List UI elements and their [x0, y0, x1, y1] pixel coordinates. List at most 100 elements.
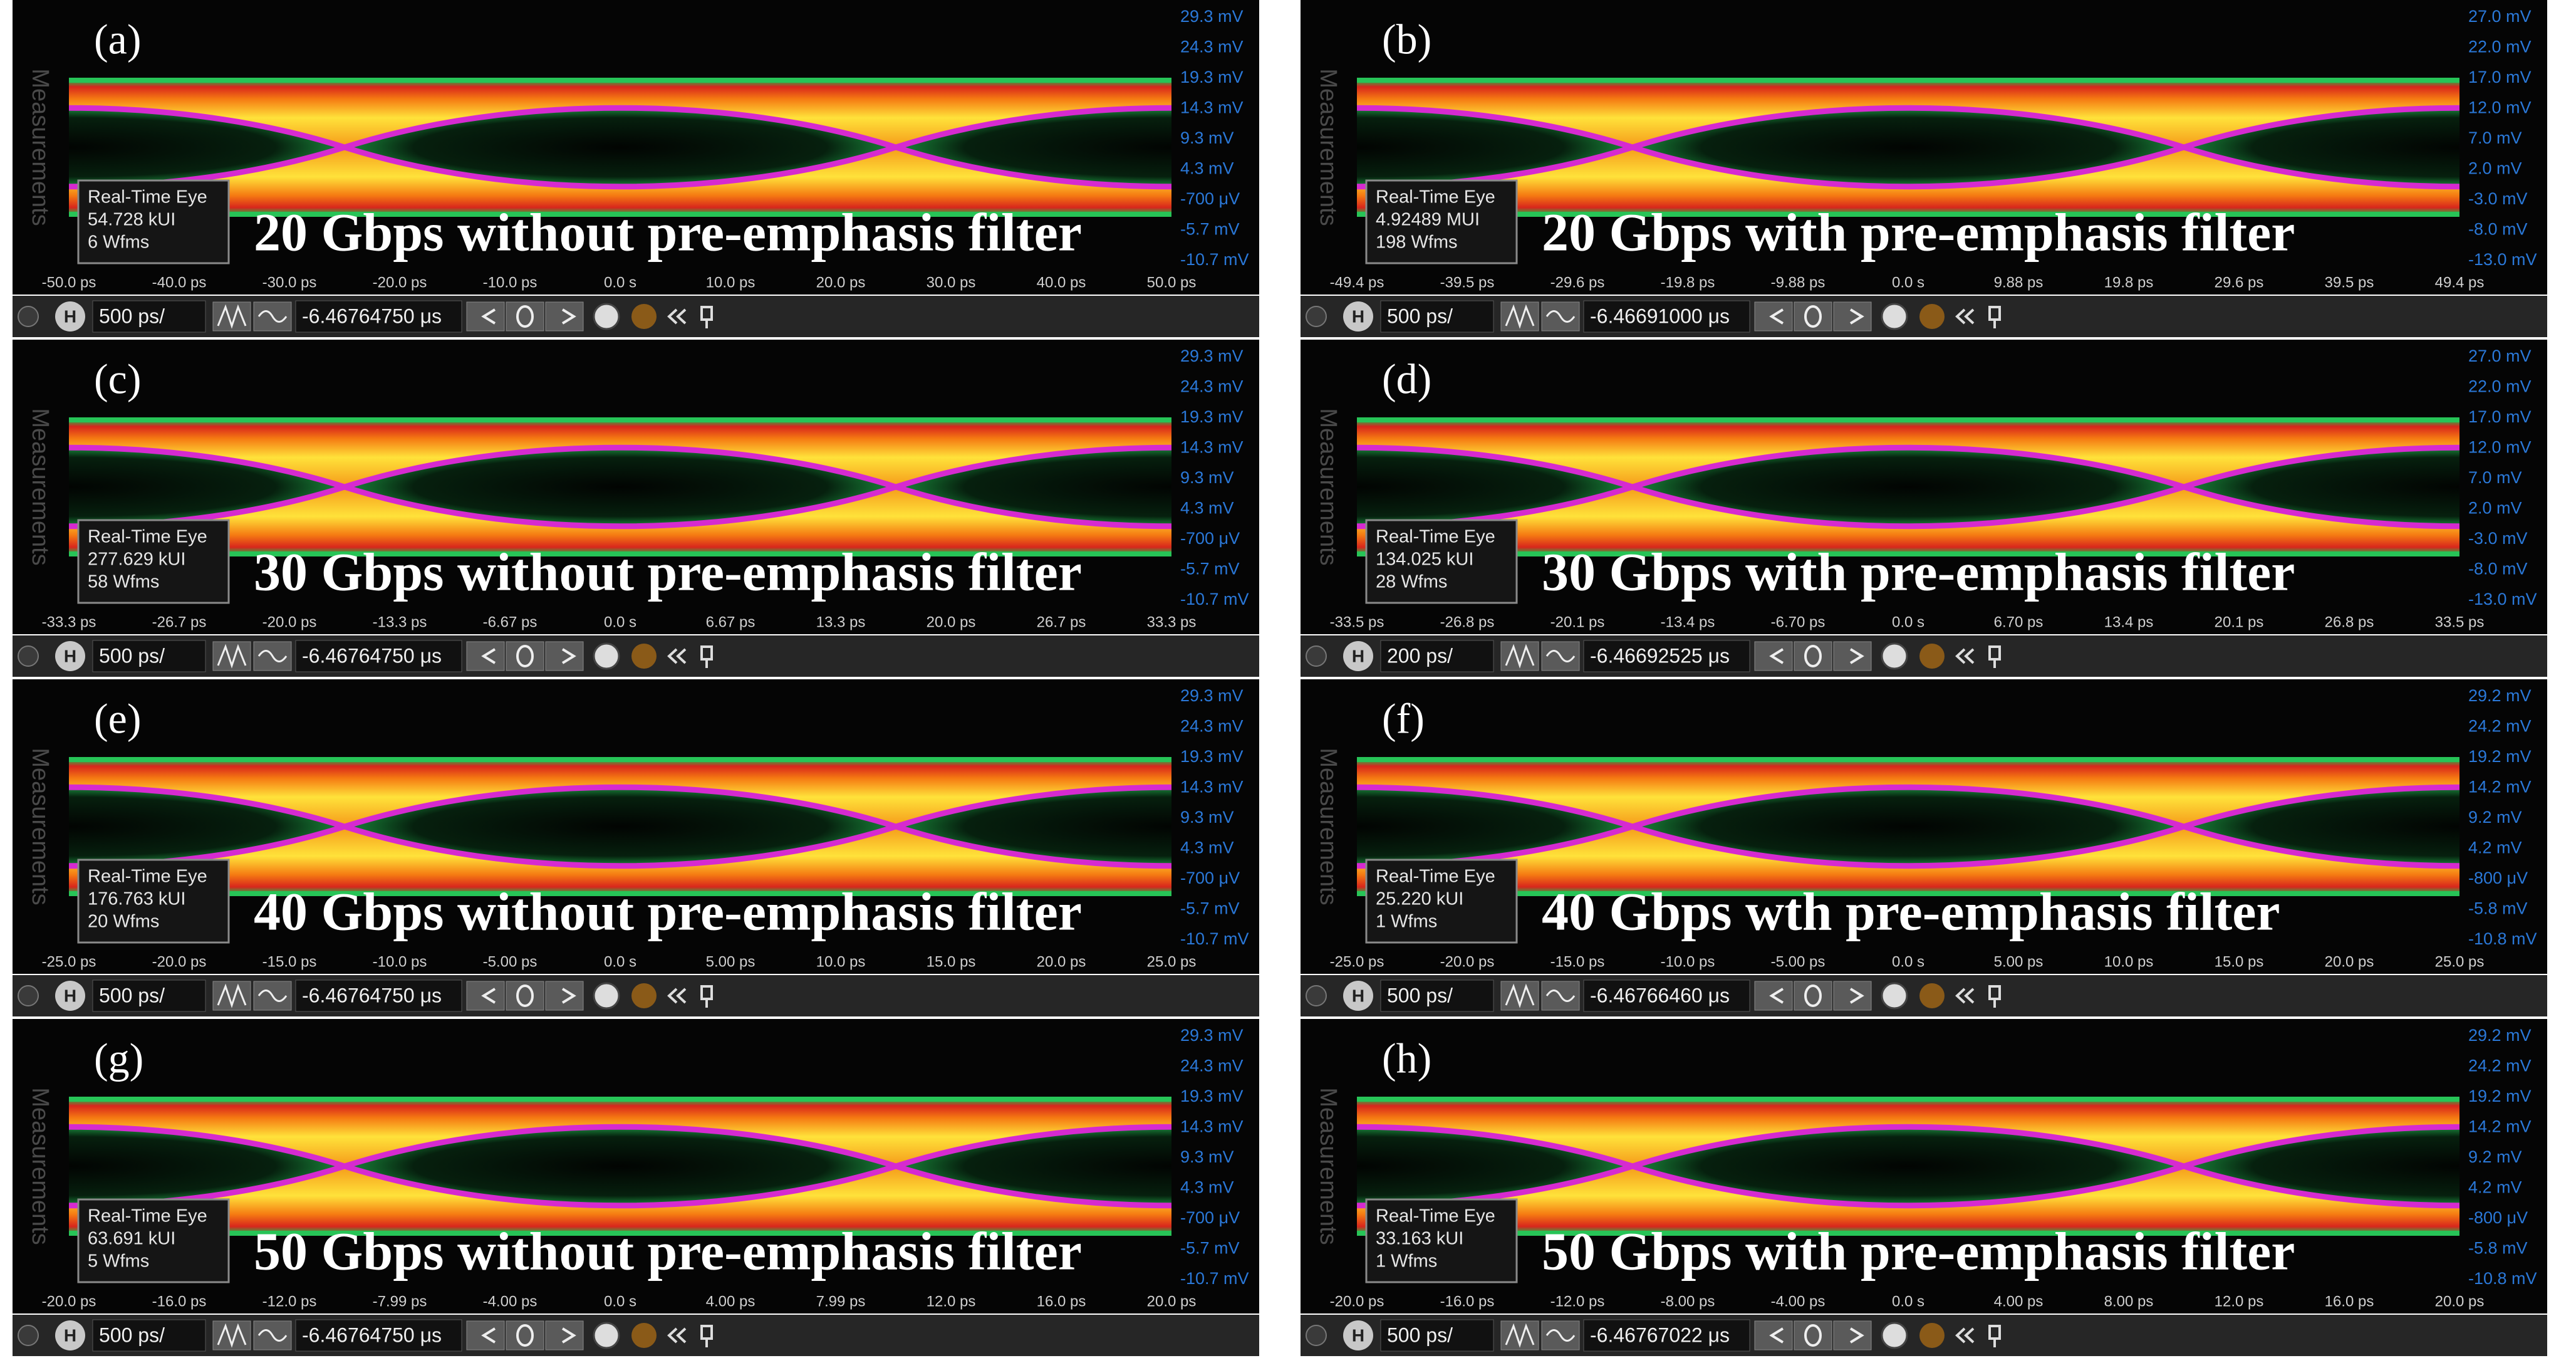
- collapse-icon[interactable]: [1955, 1327, 1975, 1344]
- nav-button[interactable]: [1833, 641, 1872, 671]
- position-field[interactable]: [295, 1319, 462, 1352]
- color-button[interactable]: [631, 983, 657, 1008]
- pin-icon[interactable]: [1988, 645, 2001, 668]
- color-button[interactable]: [631, 1323, 657, 1348]
- collapse-icon[interactable]: [1955, 648, 1975, 664]
- expand-button[interactable]: [1306, 306, 1327, 327]
- y-axis-label: 24.2 mV: [2468, 1057, 2532, 1075]
- nav-icon: [516, 1324, 534, 1347]
- mode-icon: [1545, 1329, 1576, 1342]
- zoom-button[interactable]: [593, 303, 620, 330]
- y-axis-label: 27.0 mV: [2468, 7, 2532, 26]
- pin-icon[interactable]: [700, 1325, 713, 1347]
- nav-button[interactable]: [545, 981, 584, 1011]
- position-field[interactable]: [295, 300, 462, 333]
- nav-button[interactable]: [1833, 301, 1872, 332]
- expand-button[interactable]: [18, 306, 39, 327]
- y-axis-label: -800 μV: [2468, 869, 2528, 887]
- nav-button[interactable]: [545, 641, 584, 671]
- x-axis-label: -5.00 ps: [1771, 953, 1826, 970]
- x-axis-label: 20.0 ps: [2435, 1293, 2485, 1310]
- color-button[interactable]: [1919, 644, 1945, 669]
- color-button[interactable]: [631, 304, 657, 329]
- x-axis-label: -25.0 ps: [42, 953, 96, 970]
- timebase-field[interactable]: [1380, 1319, 1494, 1352]
- position-field[interactable]: [295, 640, 462, 672]
- info-line: 1 Wfms: [1376, 1251, 1437, 1272]
- h-button-label: H: [64, 986, 76, 1005]
- expand-button[interactable]: [18, 1325, 39, 1346]
- eye-opening: [886, 784, 1171, 869]
- timebase-field[interactable]: [92, 979, 206, 1012]
- h-button[interactable]: [1343, 981, 1373, 1011]
- collapse-icon[interactable]: [667, 308, 687, 325]
- timebase-field[interactable]: [1380, 640, 1494, 672]
- collapse-icon[interactable]: [667, 988, 687, 1004]
- collapse-icon[interactable]: [1955, 988, 1975, 1004]
- position-field[interactable]: [1583, 300, 1750, 333]
- info-line: Real-Time Eye: [88, 867, 207, 887]
- color-button[interactable]: [1919, 304, 1945, 329]
- h-button[interactable]: [55, 1320, 85, 1350]
- collapse-icon[interactable]: [667, 1327, 687, 1344]
- color-button[interactable]: [1919, 1323, 1945, 1348]
- nav-button[interactable]: [545, 1320, 584, 1350]
- info-line: 28 Wfms: [1376, 572, 1447, 592]
- nav-icon: [516, 305, 534, 328]
- timebase-field[interactable]: [92, 1319, 206, 1352]
- x-axis-label: -15.0 ps: [262, 953, 317, 970]
- position-field[interactable]: [295, 979, 462, 1012]
- h-button[interactable]: [55, 301, 85, 332]
- h-button[interactable]: [55, 981, 85, 1011]
- zoom-button[interactable]: [593, 642, 620, 670]
- y-axis-label: 7.0 mV: [2468, 128, 2522, 147]
- zoom-button[interactable]: [1881, 1322, 1908, 1349]
- color-button[interactable]: [1919, 983, 1945, 1008]
- expand-button[interactable]: [1306, 985, 1327, 1006]
- nav-button[interactable]: [1833, 981, 1872, 1011]
- pin-icon[interactable]: [1988, 1325, 2001, 1347]
- y-axis-label: -3.0 mV: [2468, 529, 2528, 548]
- collapse-icon[interactable]: [667, 648, 687, 664]
- side-label: Measurements: [1315, 748, 1341, 905]
- x-axis-label: -49.4 ps: [1330, 274, 1384, 291]
- h-button[interactable]: [1343, 301, 1373, 332]
- x-axis-label: 20.1 ps: [2215, 614, 2264, 630]
- pin-icon[interactable]: [1988, 306, 2001, 328]
- mode-icon: [1505, 983, 1535, 1008]
- pin-icon[interactable]: [1988, 985, 2001, 1008]
- info-line: Real-Time Eye: [1376, 1206, 1495, 1226]
- pin-icon[interactable]: [700, 985, 713, 1008]
- x-axis-label: 40.0 ps: [1037, 274, 1086, 291]
- zoom-button[interactable]: [1881, 982, 1908, 1010]
- y-axis-label: -5.7 mV: [1180, 560, 1240, 578]
- nav-button[interactable]: [466, 981, 505, 1011]
- h-button[interactable]: [1343, 641, 1373, 671]
- nav-button[interactable]: [1833, 1320, 1872, 1350]
- zoom-button[interactable]: [593, 982, 620, 1010]
- zoom-button[interactable]: [593, 1322, 620, 1349]
- x-axis-label: 19.8 ps: [2104, 274, 2154, 291]
- collapse-icon[interactable]: [1955, 308, 1975, 325]
- expand-button[interactable]: [18, 985, 39, 1006]
- expand-button[interactable]: [18, 645, 39, 667]
- nav-icon: [561, 1327, 576, 1344]
- h-button[interactable]: [55, 641, 85, 671]
- expand-button[interactable]: [1306, 645, 1327, 667]
- position-field[interactable]: [1583, 640, 1750, 672]
- pin-icon[interactable]: [700, 306, 713, 328]
- pin-icon[interactable]: [700, 645, 713, 668]
- h-button[interactable]: [1343, 1320, 1373, 1350]
- timebase-field[interactable]: [92, 300, 206, 333]
- expand-button[interactable]: [1306, 1325, 1327, 1346]
- timebase-field[interactable]: [1380, 300, 1494, 333]
- y-axis-label: 9.3 mV: [1180, 1147, 1234, 1166]
- position-field[interactable]: [1583, 1319, 1750, 1352]
- color-button[interactable]: [631, 644, 657, 669]
- timebase-field[interactable]: [1380, 979, 1494, 1012]
- zoom-button[interactable]: [1881, 642, 1908, 670]
- position-field[interactable]: [1583, 979, 1750, 1012]
- nav-button[interactable]: [545, 301, 584, 332]
- zoom-button[interactable]: [1881, 303, 1908, 330]
- timebase-field[interactable]: [92, 640, 206, 672]
